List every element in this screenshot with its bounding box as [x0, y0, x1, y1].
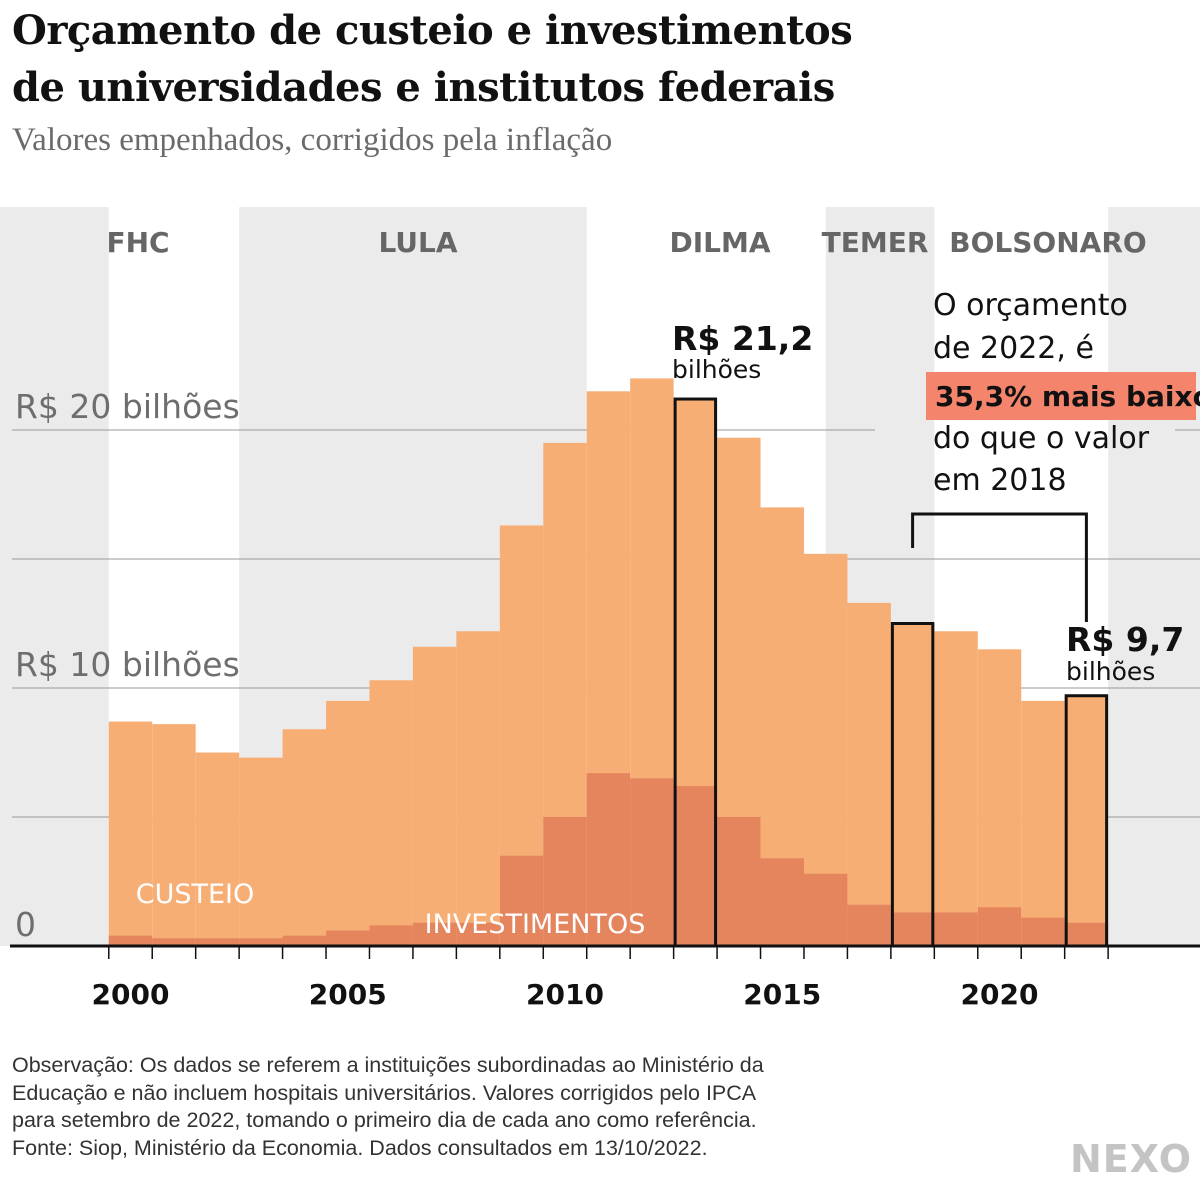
government-label-lula: LULA	[378, 226, 457, 259]
bar-investimentos-2013	[673, 786, 718, 946]
peak-value-label: R$ 21,2	[672, 319, 813, 358]
bar-custeio-2006	[369, 680, 413, 946]
bar-custeio-2022	[1064, 695, 1109, 946]
bar-investimentos-2001	[152, 938, 196, 946]
comparison-highlight-box	[926, 372, 1196, 420]
bar-investimentos-2019	[934, 912, 978, 946]
bar-investimentos-2014	[717, 817, 761, 946]
government-label-bolsonaro: BOLSONARO	[949, 226, 1146, 259]
bar-investimentos-2003	[239, 938, 283, 946]
bar-investimentos-2017	[847, 904, 891, 946]
comparison-line-1: O orçamento	[933, 288, 1128, 323]
bar-custeio-2005	[326, 700, 370, 946]
bar-custeio-2004	[282, 729, 327, 946]
bar-investimentos-2004	[282, 935, 327, 946]
x-tick-label-2005: 2005	[309, 978, 387, 1011]
bar-investimentos-2015	[760, 858, 804, 946]
comparison-bracket	[911, 512, 1088, 622]
nexo-logo: NEXO	[1069, 1137, 1192, 1181]
bar-investimentos-2016	[803, 873, 848, 946]
bar-custeio-2001	[152, 724, 196, 946]
bar-investimentos-2021	[1021, 917, 1065, 946]
last-unit-label: bilhões	[1066, 657, 1155, 686]
peak-unit-label: bilhões	[672, 355, 761, 384]
chart-title: Orçamento de custeio e investimentos de …	[12, 2, 1192, 116]
bar-investimentos-2008	[456, 922, 500, 946]
note-line-2: Educação e não incluem hospitais univers…	[12, 1080, 757, 1105]
bar-custeio-2000	[108, 721, 153, 946]
bar-investimentos-2011	[586, 773, 631, 946]
comparison-highlight-text: 35,3% mais baixo	[935, 380, 1200, 413]
bar-investimentos-2006	[369, 925, 413, 946]
bar-custeio-2003	[239, 757, 283, 946]
bar-investimentos-2018	[890, 912, 935, 946]
y-axis-label-20: R$ 20 bilhões	[15, 387, 240, 426]
bar-investimentos-2002	[195, 938, 240, 946]
title-line-1: Orçamento de custeio e investimentos	[12, 7, 853, 54]
bar-custeio-2020	[977, 649, 1022, 946]
bar-investimentos-2007	[412, 922, 457, 946]
bar-custeio-2017	[847, 602, 891, 946]
bar-custeio-2019	[934, 631, 978, 946]
government-label-fhc: FHC	[106, 226, 169, 259]
bar-custeio-2008	[456, 631, 500, 946]
series-label-custeio: CUSTEIO	[136, 879, 255, 910]
bar-custeio-2007	[412, 646, 457, 946]
note-line-4: Fonte: Siop, Ministério da Economia. Dad…	[12, 1135, 708, 1160]
note-line-3: para setembro de 2022, tomando o primeir…	[12, 1108, 757, 1132]
x-tick-label-2000: 2000	[92, 978, 170, 1011]
last-value-label: R$ 9,7	[1066, 620, 1184, 659]
bar-investimentos-2020	[977, 907, 1022, 946]
source-note: Observação: Os dados se referem a instit…	[12, 1052, 932, 1162]
x-tick-label-2020: 2020	[961, 978, 1039, 1011]
bar-investimentos-2005	[326, 930, 370, 946]
bar-investimentos-2009	[499, 855, 544, 946]
comparison-line-3: do que o valor	[933, 421, 1150, 456]
bar-investimentos-2012	[630, 778, 674, 946]
series-label-investimentos: INVESTIMENTOS	[425, 909, 646, 940]
comparison-line-2: de 2022, é	[933, 331, 1094, 366]
bar-custeio-2018	[890, 623, 935, 946]
bar-custeio-2021	[1021, 700, 1065, 946]
y-axis-label-0: 0	[15, 905, 36, 944]
government-label-dilma: DILMA	[669, 226, 770, 259]
bar-investimentos-2022	[1064, 922, 1109, 946]
y-axis-label-10: R$ 10 bilhões	[15, 645, 240, 684]
x-tick-label-2015: 2015	[743, 978, 821, 1011]
bar-investimentos-2000	[108, 935, 153, 946]
title-line-2: de universidades e institutos federais	[12, 64, 835, 111]
x-tick-label-2010: 2010	[526, 978, 604, 1011]
bar-investimentos-2010	[543, 817, 587, 946]
budget-chart: FHC LULA DILMA TEMER BOLSONARO 0 R$ 10 bilhões…	[0, 207, 1200, 1011]
government-label-temer: TEMER	[822, 226, 929, 259]
chart-subtitle: Valores empenhados, corrigidos pela infl…	[12, 122, 613, 158]
note-line-1: Observação: Os dados se referem a instit…	[12, 1053, 764, 1077]
comparison-line-4: em 2018	[933, 463, 1067, 498]
bar-custeio-2002	[195, 752, 240, 946]
